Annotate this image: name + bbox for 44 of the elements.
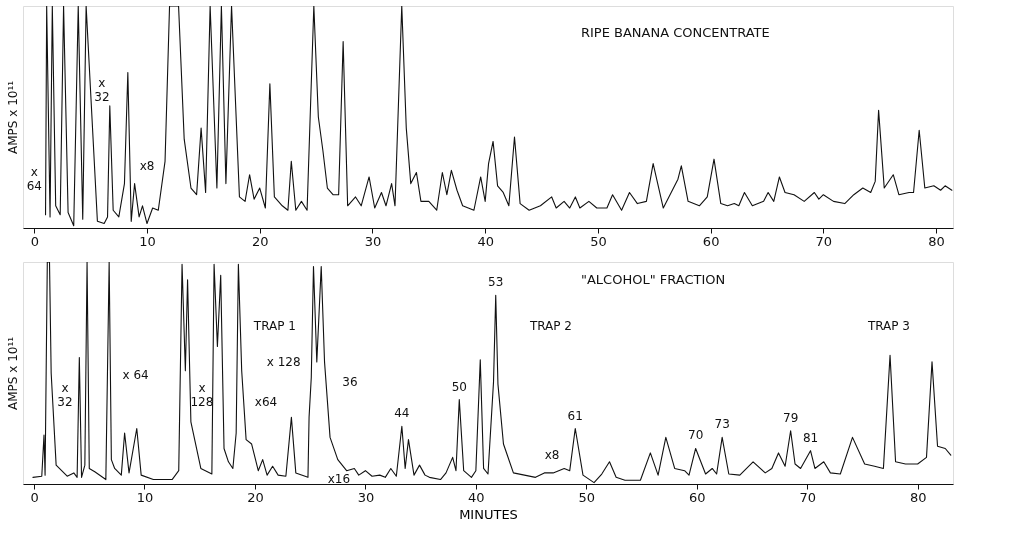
annotation: x8 bbox=[544, 447, 560, 462]
x-tick-label: 80 bbox=[909, 489, 927, 505]
annotation: x64 bbox=[254, 394, 278, 409]
x-tick-label: 20 bbox=[247, 489, 264, 505]
x-tick-label: 10 bbox=[139, 233, 156, 249]
x-tick-label: 20 bbox=[251, 233, 269, 249]
x-tick-label: 40 bbox=[468, 489, 485, 505]
x-tick-label: 60 bbox=[702, 233, 720, 249]
annotation: 81 bbox=[802, 430, 819, 445]
x-tick-label: 0 bbox=[30, 233, 39, 249]
y-axis-title: AMPS x 10¹¹ bbox=[5, 336, 20, 411]
x-tick-label: 40 bbox=[477, 233, 494, 249]
annotation: x 64 bbox=[26, 165, 42, 194]
annotation: 53 bbox=[488, 275, 504, 290]
x-tick-label: 60 bbox=[688, 489, 706, 505]
x-tick-label: 30 bbox=[364, 233, 382, 249]
x-axis-title: MINUTES bbox=[459, 506, 518, 522]
annotation: TRAP 2 bbox=[528, 319, 572, 334]
x-tick-label: 70 bbox=[799, 489, 816, 505]
annotation: x 32 bbox=[57, 381, 73, 410]
annotation: x 32 bbox=[94, 76, 110, 105]
x-tick-label: 10 bbox=[136, 489, 154, 505]
annotation: x16 bbox=[327, 472, 351, 487]
annotation: TRAP 1 bbox=[252, 319, 296, 334]
annotation: TRAP 3 bbox=[866, 319, 910, 334]
x-tick-label: 0 bbox=[30, 489, 39, 505]
x-tick-label: 50 bbox=[578, 489, 596, 505]
x-tick-label: 70 bbox=[815, 233, 833, 249]
x-tick-label: 50 bbox=[590, 233, 607, 249]
y-axis-title: AMPS x 10¹¹ bbox=[5, 80, 20, 155]
annotation: 61 bbox=[567, 408, 583, 423]
text: "ALCOHOL" FRACTION bbox=[581, 271, 726, 287]
annotation: x 128 bbox=[266, 354, 301, 369]
annotation: x8 bbox=[139, 158, 155, 173]
annotation: 36 bbox=[342, 374, 358, 389]
annotation: 50 bbox=[451, 379, 467, 394]
x-tick-label: 30 bbox=[357, 489, 375, 505]
annotation: 73 bbox=[714, 417, 730, 432]
text: RIPE BANANA CONCENTRATE bbox=[581, 24, 770, 40]
annotation: 79 bbox=[783, 410, 799, 425]
annotation: x 64 bbox=[122, 367, 149, 382]
annotation: 44 bbox=[394, 406, 410, 421]
x-tick-label: 80 bbox=[928, 233, 945, 249]
annotation: 70 bbox=[688, 428, 704, 443]
